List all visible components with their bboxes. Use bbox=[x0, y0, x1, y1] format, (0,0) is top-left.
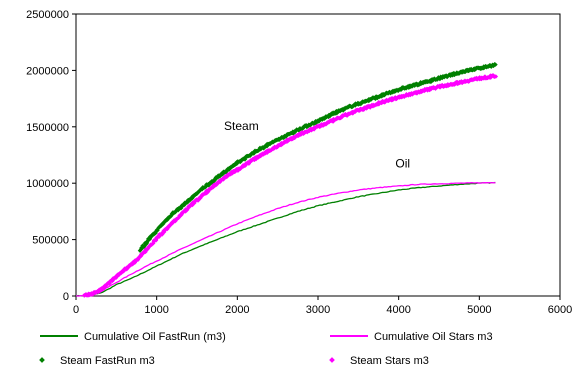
legend-swatch bbox=[329, 357, 335, 363]
series-2 bbox=[137, 62, 498, 253]
legend-item: Cumulative Oil FastRun (m3) bbox=[40, 331, 226, 343]
legend-label: Cumulative Oil FastRun (m3) bbox=[84, 331, 226, 343]
annotation-label: Steam bbox=[224, 119, 259, 133]
series-marker bbox=[493, 74, 499, 79]
legend-item: Cumulative Oil Stars m3 bbox=[330, 331, 493, 343]
x-tick-label: 2000 bbox=[225, 304, 249, 316]
y-tick-label: 1500000 bbox=[26, 122, 69, 134]
y-tick-label: 1000000 bbox=[26, 178, 69, 190]
x-tick-label: 5000 bbox=[467, 304, 491, 316]
annotation-label: Oil bbox=[395, 156, 410, 170]
series-line bbox=[75, 182, 496, 297]
legend-label: Steam Stars m3 bbox=[350, 355, 429, 367]
x-tick-label: 1000 bbox=[144, 304, 168, 316]
y-tick-label: 500000 bbox=[32, 235, 69, 247]
series-line bbox=[75, 181, 496, 297]
legend-item: Steam Stars m3 bbox=[329, 355, 429, 367]
x-tick-label: 6000 bbox=[548, 304, 572, 316]
x-tick-label: 4000 bbox=[386, 304, 410, 316]
y-tick-label: 0 bbox=[63, 291, 69, 303]
legend-label: Cumulative Oil Stars m3 bbox=[374, 331, 493, 343]
y-tick-label: 2500000 bbox=[26, 9, 69, 21]
legend-label: Steam FastRun m3 bbox=[60, 355, 155, 367]
series-0 bbox=[75, 181, 496, 297]
y-tick-label: 2000000 bbox=[26, 65, 69, 77]
series-3 bbox=[81, 73, 499, 298]
plot-area bbox=[75, 13, 561, 297]
legend-swatch bbox=[39, 357, 45, 363]
series-1 bbox=[75, 182, 496, 297]
legend-item: Steam FastRun m3 bbox=[39, 355, 155, 367]
x-tick-label: 0 bbox=[73, 304, 79, 316]
x-tick-label: 3000 bbox=[306, 304, 330, 316]
